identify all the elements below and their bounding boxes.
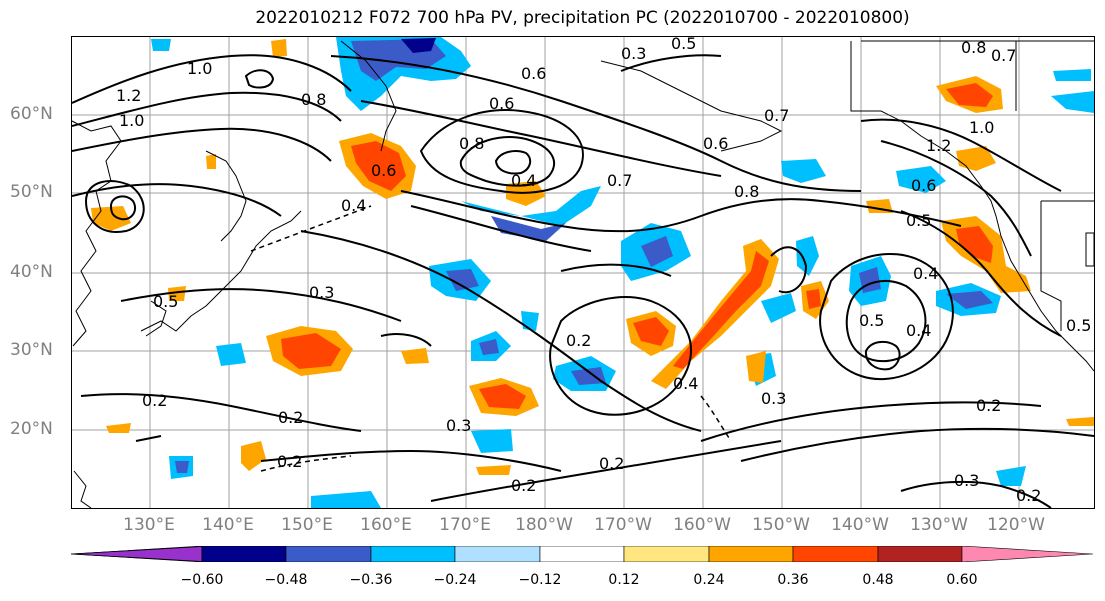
contour-label: 1.0 — [119, 111, 144, 130]
colorbar-segment — [961, 546, 1093, 562]
contour-label: 0.6 — [911, 176, 936, 195]
colorbar-tick: 0.12 — [608, 572, 640, 588]
contour-label: 0.2 — [142, 391, 167, 410]
contour-label: 0.4 — [906, 321, 931, 340]
colorbar-segment — [454, 546, 541, 562]
contour-label: 0.4 — [673, 374, 698, 393]
contour-label: 0.4 — [511, 171, 536, 190]
contour-label: 1.0 — [969, 118, 994, 137]
contour-label: 0.8 — [301, 90, 326, 109]
colorbar-tick: −0.36 — [349, 572, 393, 588]
lon-label-140w: 140°W — [831, 515, 889, 535]
pv-contour-labels: 1.0 1.2 1.0 0.8 0.6 0.8 0.7 0.8 0.7 0.6 … — [116, 37, 1091, 505]
contour-label: 0.2 — [511, 476, 536, 495]
contour-label: 0.3 — [761, 389, 786, 408]
colorbar-segments — [71, 546, 1093, 562]
lat-label-40n: 40°N — [10, 262, 53, 282]
contour-label: 0.5 — [671, 37, 696, 53]
colorbar-segment — [201, 546, 287, 562]
contour-label: 0.3 — [446, 416, 471, 435]
contour-label: 0.2 — [599, 454, 624, 473]
contour-label: 0.3 — [621, 44, 646, 63]
lon-label-150w: 150°W — [752, 515, 810, 535]
contour-label: 0.3 — [309, 283, 334, 302]
lon-label-180w: 180°W — [515, 515, 573, 535]
colorbar-segment — [623, 546, 710, 562]
contour-label: 0.5 — [906, 211, 931, 230]
contour-label: 0.8 — [961, 38, 986, 57]
map-svg: 1.0 1.2 1.0 0.8 0.6 0.8 0.7 0.8 0.7 0.6 … — [72, 37, 1094, 508]
colorbar-tick: 0.60 — [946, 572, 978, 588]
pv-dashed-contour — [250, 205, 732, 472]
lat-label-30n: 30°N — [10, 340, 53, 360]
lon-label-160w: 160°W — [673, 515, 731, 535]
colorbar-tick: 0.36 — [777, 572, 809, 588]
contour-label: 0.6 — [703, 134, 728, 153]
colorbar-tick: −0.60 — [180, 572, 224, 588]
contour-label: 0.4 — [913, 264, 938, 283]
lon-label-130w: 130°W — [910, 515, 968, 535]
contour-label: 0.2 — [566, 331, 591, 350]
lon-label-150e: 150°E — [281, 515, 333, 535]
contour-label: 0.5 — [859, 311, 884, 330]
colorbar-left-arrow-outline — [71, 546, 203, 562]
colorbar-segment — [877, 546, 963, 562]
lon-label-170e: 170°E — [439, 515, 491, 535]
lon-label-130e: 130°E — [123, 515, 175, 535]
colorbar-segment — [708, 546, 794, 562]
precip-negative-shading — [151, 37, 1094, 508]
contour-label: 1.0 — [187, 59, 212, 78]
contour-label: 0.2 — [976, 396, 1001, 415]
contour-label: 0.6 — [521, 64, 546, 83]
coastlines — [72, 40, 1094, 508]
colorbar-tick: −0.48 — [264, 572, 308, 588]
contour-label: 0.6 — [489, 94, 514, 113]
contour-label: 0.5 — [153, 292, 178, 311]
pv-contours — [72, 54, 1094, 508]
contour-label: 0.4 — [341, 196, 366, 215]
lon-label-120w: 120°W — [987, 515, 1045, 535]
contour-label: 0.8 — [459, 134, 484, 153]
map-title: 2022010212 F072 700 hPa PV, precipitatio… — [255, 8, 910, 28]
contour-label: 1.2 — [116, 86, 141, 105]
contour-label: 0.2 — [278, 408, 303, 427]
contour-label: 0.7 — [991, 46, 1016, 65]
lat-label-50n: 50°N — [10, 182, 53, 202]
contour-label: 0.8 — [734, 182, 759, 201]
contour-label: 0.2 — [1016, 486, 1041, 505]
colorbar-segment — [539, 546, 625, 562]
colorbar-tick: 0.24 — [693, 572, 725, 588]
contour-label: 0.2 — [277, 452, 302, 471]
map-panel: 1.0 1.2 1.0 0.8 0.6 0.8 0.7 0.8 0.7 0.6 … — [71, 36, 1095, 509]
colorbar-segment — [285, 546, 372, 562]
colorbar-segment — [71, 546, 203, 562]
contour-label: 0.3 — [954, 471, 979, 490]
contour-label: 0.5 — [1066, 316, 1091, 335]
contour-label: 0.6 — [371, 161, 396, 180]
precip-positive-shading — [91, 39, 1094, 475]
colorbar-tick: −0.24 — [433, 572, 477, 588]
colorbar-tick: −0.12 — [518, 572, 562, 588]
lat-label-60n: 60°N — [10, 104, 53, 124]
lon-label-160e: 160°E — [360, 515, 412, 535]
colorbar — [71, 546, 1093, 562]
contour-label: 1.2 — [926, 136, 951, 155]
colorbar-segment — [370, 546, 456, 562]
colorbar-segment — [792, 546, 879, 562]
colorbar-tick: 0.48 — [862, 572, 894, 588]
lon-label-170w: 170°W — [594, 515, 652, 535]
contour-label: 0.7 — [764, 106, 789, 125]
lon-label-140e: 140°E — [202, 515, 254, 535]
lat-label-20n: 20°N — [10, 419, 53, 439]
contour-label: 0.7 — [607, 171, 632, 190]
